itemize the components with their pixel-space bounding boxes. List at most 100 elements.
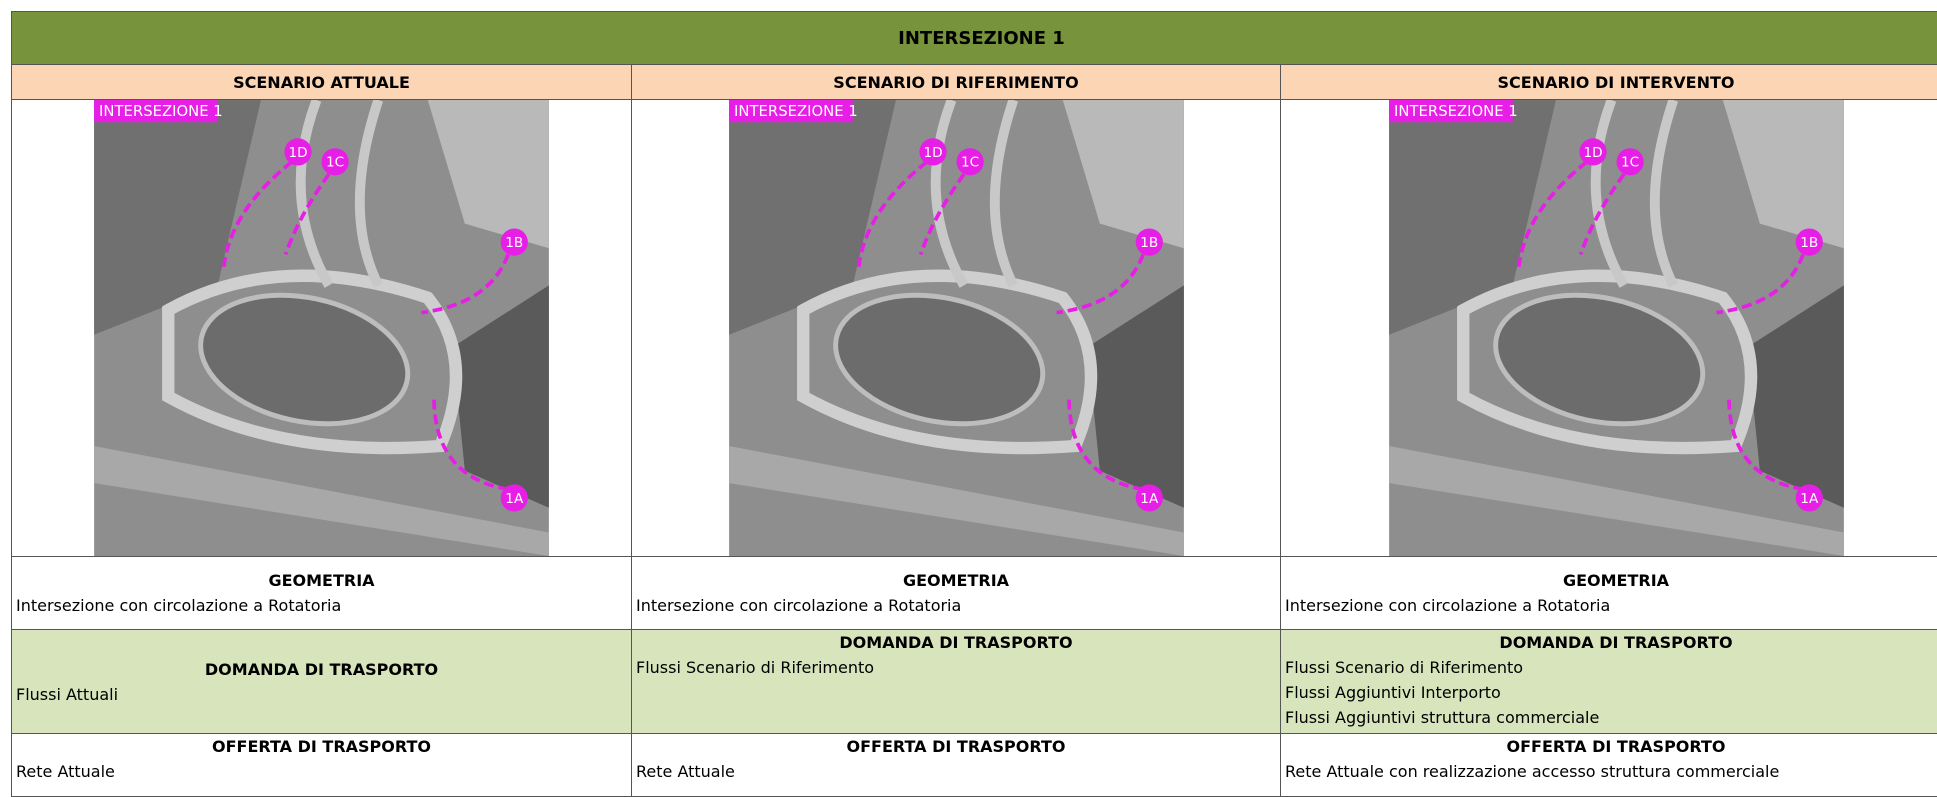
point-label: 1D [923,145,942,161]
track [832,292,1045,427]
domanda-heading: DOMANDA DI TRASPORTO [839,633,1073,652]
scenario-row: SCENARIO ATTUALE SCENARIO DI RIFERIMENTO S… [11,64,1937,100]
road [94,446,549,556]
buildings [1722,100,1844,249]
aerial-image: INTERSEZIONE 1 1D 1C 1B 1A [94,100,549,556]
road [1388,446,1844,556]
table-title: INTERSEZIONE 1 [10,11,1937,65]
access-road [295,100,384,288]
road-ring [162,269,463,455]
road-ring [1456,269,1757,455]
point-label: 1A [1800,491,1819,507]
offerta-heading: OFFERTA DI TRASPORTO [1506,737,1726,756]
image-cell: INTERSEZIONE 1 1D 1C 1B 1A [11,99,632,557]
point-label: 1B [1800,235,1818,251]
flow-arrow [1578,173,1625,256]
point-marker [321,148,349,176]
geometria-cell: GEOMETRIA Intersezione con circolazione a… [631,556,1281,630]
flow-arrow [1726,396,1803,492]
offerta-heading: OFFERTA DI TRASPORTO [846,737,1066,756]
scenario-header: SCENARIO DI RIFERIMENTO [631,64,1281,100]
geometria-line: Intersezione con circolazione a Rotatori… [1285,596,1611,615]
domanda-cell: DOMANDA DI TRASPORTO Flussi Scenario di R… [1279,629,1937,734]
geometria-line: Intersezione con circolazione a Rotatori… [16,596,342,615]
domanda-line: Flussi Attuali [16,684,119,704]
title-row: INTERSEZIONE 1 [10,11,1937,65]
point-label: 1A [505,491,524,507]
offerta-cell: OFFERTA DI TRASPORTO Rete Attuale [631,733,1281,797]
point-marker [918,138,947,166]
geometria-line: Intersezione con circolazione a Rotatori… [636,596,962,615]
point-marker [1616,148,1644,176]
tag-bg [1388,100,1513,123]
geometry-row: GEOMETRIA Intersezione con circolazione a… [11,556,1937,630]
tag-bg [94,100,218,123]
point-marker [1135,228,1163,256]
point-marker [1795,484,1823,512]
offerta-line: Rete Attuale [636,762,735,781]
buildings [1062,100,1184,249]
point-marker [1135,484,1163,512]
flow-arrow [222,160,293,268]
supply-row: OFFERTA DI TRASPORTO Rete Attuale OFFERTA … [11,733,1937,797]
point-marker [1795,228,1823,256]
point-label: 1C [326,155,344,171]
flow-arrow [1516,160,1588,268]
flow-arrow [1055,253,1145,315]
track [198,292,411,427]
trees [1747,285,1844,508]
point-label: 1D [288,145,307,161]
aerial-image: INTERSEZIONE 1 1D 1C 1B 1A [728,100,1184,556]
domanda-line: Flussi Aggiuntivi struttura commerciale [1285,708,1600,727]
field [1388,100,1556,335]
flow-arrow [421,253,510,315]
table-container: INTERSEZIONE 1 SCENARIO ATTUALE SCENARIO … [10,11,1937,797]
domanda-cell: DOMANDA DI TRASPORTO Flussi Scenario di R… [631,629,1281,734]
geometria-cell: GEOMETRIA Intersezione con circolazione a… [11,556,632,630]
scenario-header: SCENARIO DI INTERVENTO [1279,64,1937,100]
aerial-image: INTERSEZIONE 1 1D 1C 1B 1A [1388,100,1844,556]
offerta-line: Rete Attuale con realizzazione accesso s… [1285,762,1780,781]
tag-bg [728,100,853,123]
field [728,100,896,335]
geometria-heading: GEOMETRIA [268,571,375,590]
access-road [930,100,1018,288]
domanda-line: Flussi Scenario di Riferimento [636,658,875,677]
point-label: 1A [1140,491,1159,507]
flow-arrow [856,160,928,268]
image-cell: INTERSEZIONE 1 1D 1C 1B 1A [1279,99,1937,557]
access-road [1590,100,1678,288]
trees [1086,285,1184,508]
domanda-heading: DOMANDA DI TRASPORTO [1499,633,1733,652]
offerta-cell: OFFERTA DI TRASPORTO Rete Attuale [11,733,632,797]
geometria-heading: GEOMETRIA [1562,571,1670,590]
offerta-heading: OFFERTA DI TRASPORTO [211,737,431,756]
offerta-line: Rete Attuale [16,762,115,781]
point-marker [500,228,528,256]
point-label: 1D [1583,145,1602,161]
road-ring [796,269,1097,455]
road [728,446,1184,556]
point-label: 1C [1621,155,1639,171]
point-marker [956,148,984,176]
intersection-table: INTERSEZIONE 1 SCENARIO ATTUALE SCENARIO … [10,11,1937,797]
flow-arrow [918,173,965,256]
track [1492,292,1705,427]
point-label: 1C [961,155,979,171]
flow-arrow [1066,396,1143,492]
geometria-heading: GEOMETRIA [902,571,1010,590]
trees [452,285,549,508]
demand-row: DOMANDA DI TRASPORTO Flussi Attuali DOMAND… [11,629,1937,734]
image-tag: INTERSEZIONE 1 [1394,103,1518,120]
flow-arrow [283,173,331,256]
image-row: INTERSEZIONE 1 1D 1C 1B 1A INTERSEZIONE 1 1D 1C… [11,99,1937,557]
scenario-header: SCENARIO ATTUALE [11,64,632,100]
field [94,100,261,335]
point-marker [284,138,312,166]
buildings [427,100,549,249]
geometria-cell: GEOMETRIA Intersezione con circolazione a… [1279,556,1937,630]
point-marker [500,484,528,512]
domanda-heading: DOMANDA DI TRASPORTO [204,659,439,679]
domanda-line: Flussi Scenario di Riferimento [1285,658,1524,677]
